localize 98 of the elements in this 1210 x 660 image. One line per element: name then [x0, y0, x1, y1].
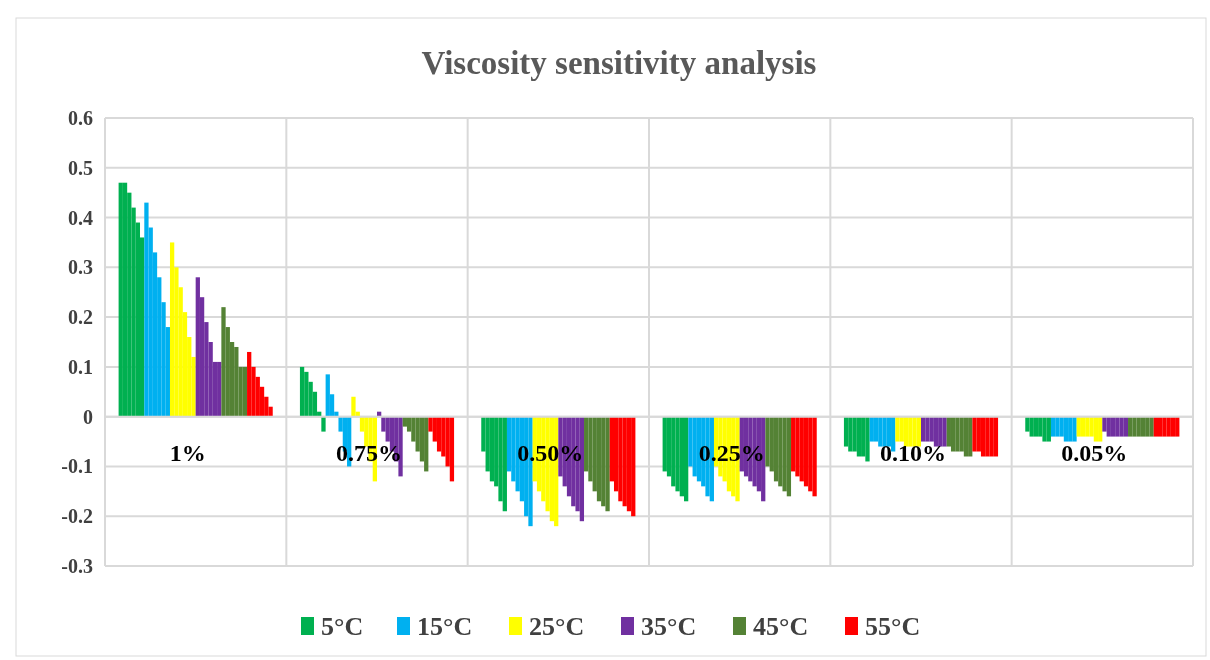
bar: [1093, 416, 1099, 442]
bar: [778, 416, 783, 487]
y-tick-label: 0.3: [68, 256, 93, 279]
legend-label: 55°C: [865, 612, 921, 641]
bar: [808, 416, 813, 492]
bar: [921, 416, 926, 442]
bar: [942, 416, 947, 447]
bar: [321, 416, 326, 432]
bar: [622, 416, 627, 507]
bar: [436, 416, 442, 452]
y-tick-label: 0.5: [68, 156, 93, 179]
bar: [1132, 416, 1137, 437]
bar: [325, 374, 330, 417]
bar: [692, 416, 697, 477]
bar: [684, 416, 689, 502]
bar: [242, 366, 248, 417]
bar: [976, 416, 981, 452]
bar: [626, 416, 632, 512]
legend-label: 15°C: [417, 612, 473, 641]
bar: [782, 416, 787, 492]
y-tick-label: 0.2: [68, 306, 93, 329]
bar: [351, 396, 356, 417]
bar: [675, 416, 680, 492]
y-tick-label: -0.2: [61, 505, 93, 528]
bar: [848, 416, 853, 452]
bar: [1068, 416, 1073, 442]
bar: [908, 416, 913, 447]
x-tick-label: 0.10%: [880, 439, 946, 466]
y-tick-label: -0.3: [61, 555, 93, 577]
bar: [950, 416, 956, 452]
bar: [1055, 416, 1060, 437]
bar: [869, 416, 874, 442]
bar: [882, 416, 887, 447]
bar: [912, 416, 917, 447]
bar: [247, 351, 252, 417]
bar: [972, 416, 977, 452]
bar: [791, 416, 796, 472]
bar: [605, 416, 610, 512]
bar: [925, 416, 930, 442]
bar: [217, 361, 222, 417]
bar: [1042, 416, 1047, 442]
bar: [489, 416, 495, 482]
bar: [1162, 416, 1167, 437]
x-tick-label: 1%: [169, 439, 206, 466]
bar: [1098, 416, 1103, 442]
x-tick-label: 0.05%: [1061, 439, 1128, 466]
bar: [955, 416, 960, 452]
bar: [579, 416, 585, 522]
bar: [502, 416, 507, 512]
legend-label: 25°C: [529, 612, 585, 641]
bar: [985, 416, 990, 457]
bar: [803, 416, 809, 487]
bar: [812, 416, 817, 497]
bar: [449, 416, 455, 482]
bar: [1063, 416, 1069, 442]
legend-label: 35°C: [641, 612, 697, 641]
bar: [299, 366, 305, 417]
bar: [959, 416, 964, 452]
y-tick-label: 0.1: [68, 355, 93, 378]
bar: [1119, 416, 1124, 437]
legend-label: 45°C: [753, 612, 809, 641]
bar: [895, 416, 900, 442]
bar: [195, 277, 200, 417]
bar: [118, 182, 123, 417]
bar: [662, 416, 667, 472]
bar: [601, 416, 606, 507]
bar: [221, 307, 226, 417]
bar: [234, 346, 239, 417]
y-tick-label: -0.1: [61, 455, 93, 478]
bar: [878, 416, 883, 447]
bar: [618, 416, 623, 502]
x-tick-label: 0.50%: [517, 439, 584, 466]
bar: [1046, 416, 1051, 442]
bar: [679, 416, 685, 497]
bar: [1149, 416, 1154, 437]
bar: [852, 416, 857, 452]
bar: [671, 416, 676, 487]
bar: [786, 416, 792, 497]
bar: [773, 416, 779, 482]
bar: [631, 416, 636, 517]
bar: [122, 182, 128, 417]
bar: [1072, 416, 1077, 442]
y-tick-label: 0: [83, 405, 93, 428]
bar: [144, 202, 149, 417]
bar: [795, 416, 800, 477]
y-tick-label: 0.4: [68, 206, 93, 229]
bar: [169, 242, 175, 417]
x-tick-label: 0.25%: [698, 439, 765, 466]
legend-label: 5°C: [321, 612, 364, 641]
bar: [304, 371, 309, 417]
y-tick-label: 0.6: [68, 107, 93, 129]
bar: [596, 416, 602, 502]
bar: [865, 416, 870, 462]
chart-title: Viscosity sensitivity analysis: [421, 45, 817, 81]
bar: [799, 416, 804, 482]
bar: [424, 416, 429, 472]
bar: [933, 416, 939, 447]
bar: [765, 416, 770, 467]
